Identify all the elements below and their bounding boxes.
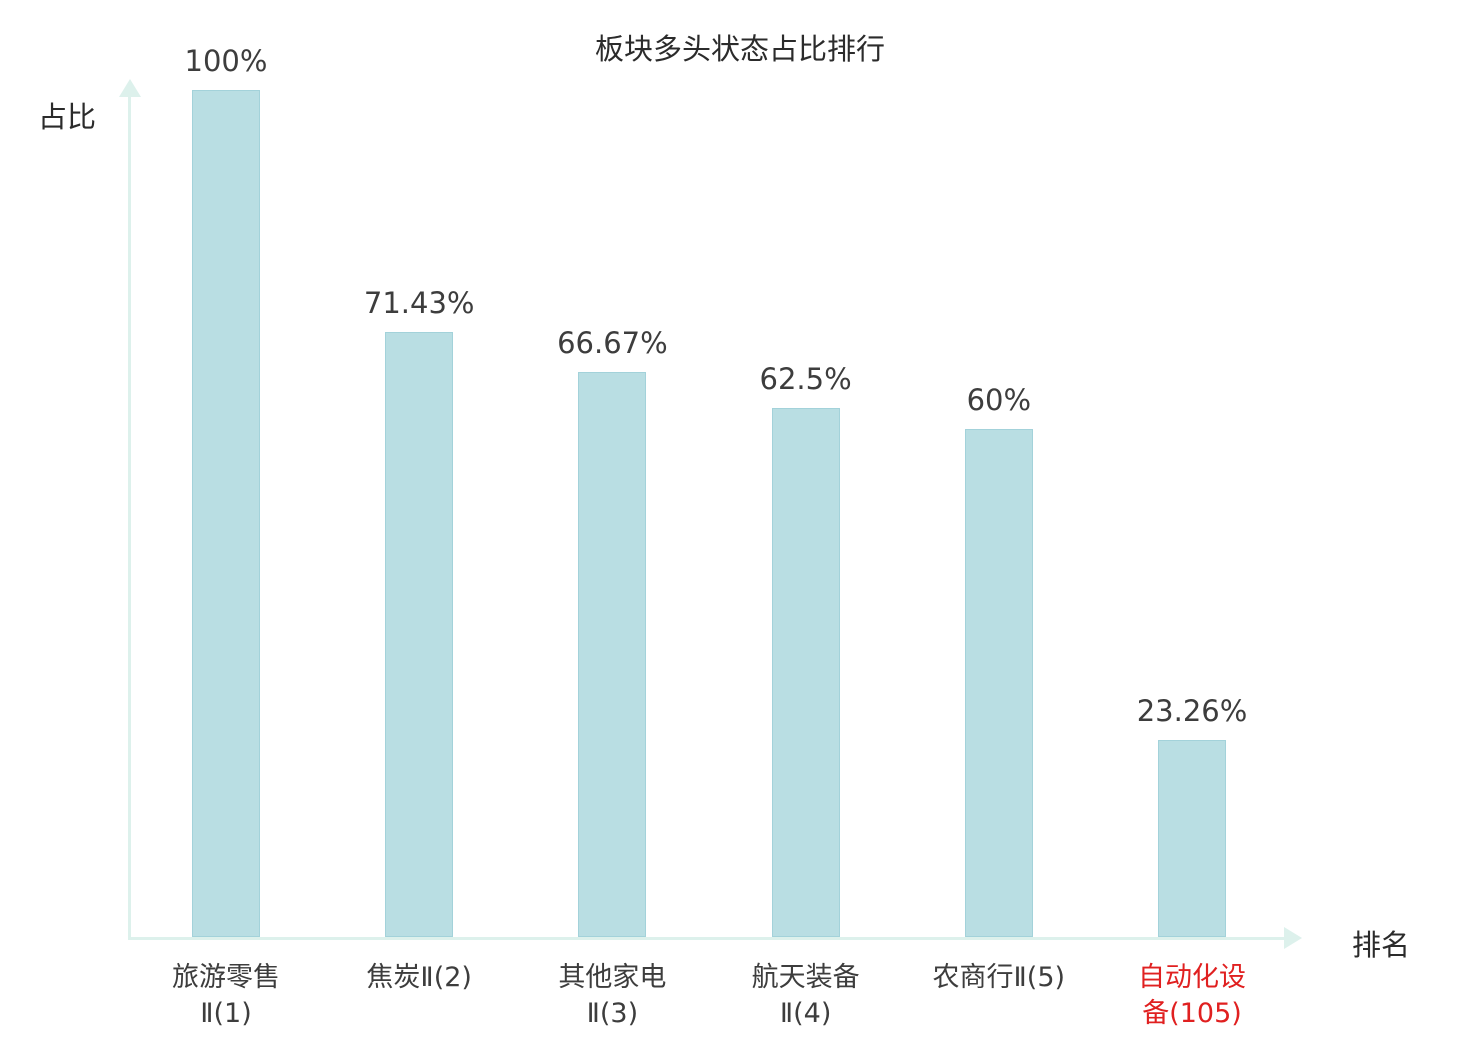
x-axis-label: 排名 bbox=[1352, 928, 1411, 962]
x-axis-arrow-icon bbox=[1284, 927, 1302, 949]
y-axis-label: 占比 bbox=[38, 100, 97, 134]
chart-title: 板块多头状态占比排行 bbox=[594, 32, 885, 66]
bar-category-label: 其他家电 Ⅱ(3) bbox=[558, 962, 667, 1029]
bar bbox=[1158, 739, 1226, 937]
bar-value-label: 62.5% bbox=[759, 361, 852, 396]
bar-category-label: 旅游零售 Ⅱ(1) bbox=[172, 962, 280, 1029]
bar-value-label: 100% bbox=[184, 44, 268, 78]
x-axis-line bbox=[128, 937, 1286, 940]
bar-value-label: 71.43% bbox=[363, 285, 475, 320]
bar-category-label: 自动化设 备(105) bbox=[1138, 962, 1246, 1029]
bar bbox=[771, 407, 840, 937]
bar-value-label: 66.67% bbox=[557, 326, 668, 361]
y-axis-line bbox=[128, 96, 131, 940]
y-axis-arrow-icon bbox=[119, 79, 141, 97]
bar-value-label: 60% bbox=[966, 382, 1032, 417]
bar bbox=[385, 331, 454, 937]
bar-category-label: 焦炭Ⅱ(2) bbox=[366, 962, 472, 993]
bar bbox=[192, 90, 260, 937]
bar bbox=[964, 428, 1033, 937]
bar bbox=[578, 372, 647, 937]
bar-category-label: 航天装备 Ⅱ(4) bbox=[751, 962, 860, 1029]
bar-value-label: 23.26% bbox=[1136, 693, 1248, 728]
bar-category-label: 农商行Ⅱ(5) bbox=[932, 962, 1066, 993]
